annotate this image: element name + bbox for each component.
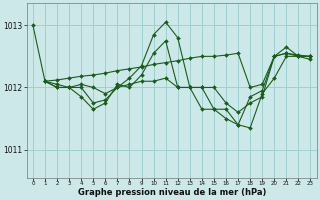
X-axis label: Graphe pression niveau de la mer (hPa): Graphe pression niveau de la mer (hPa) [77,188,266,197]
